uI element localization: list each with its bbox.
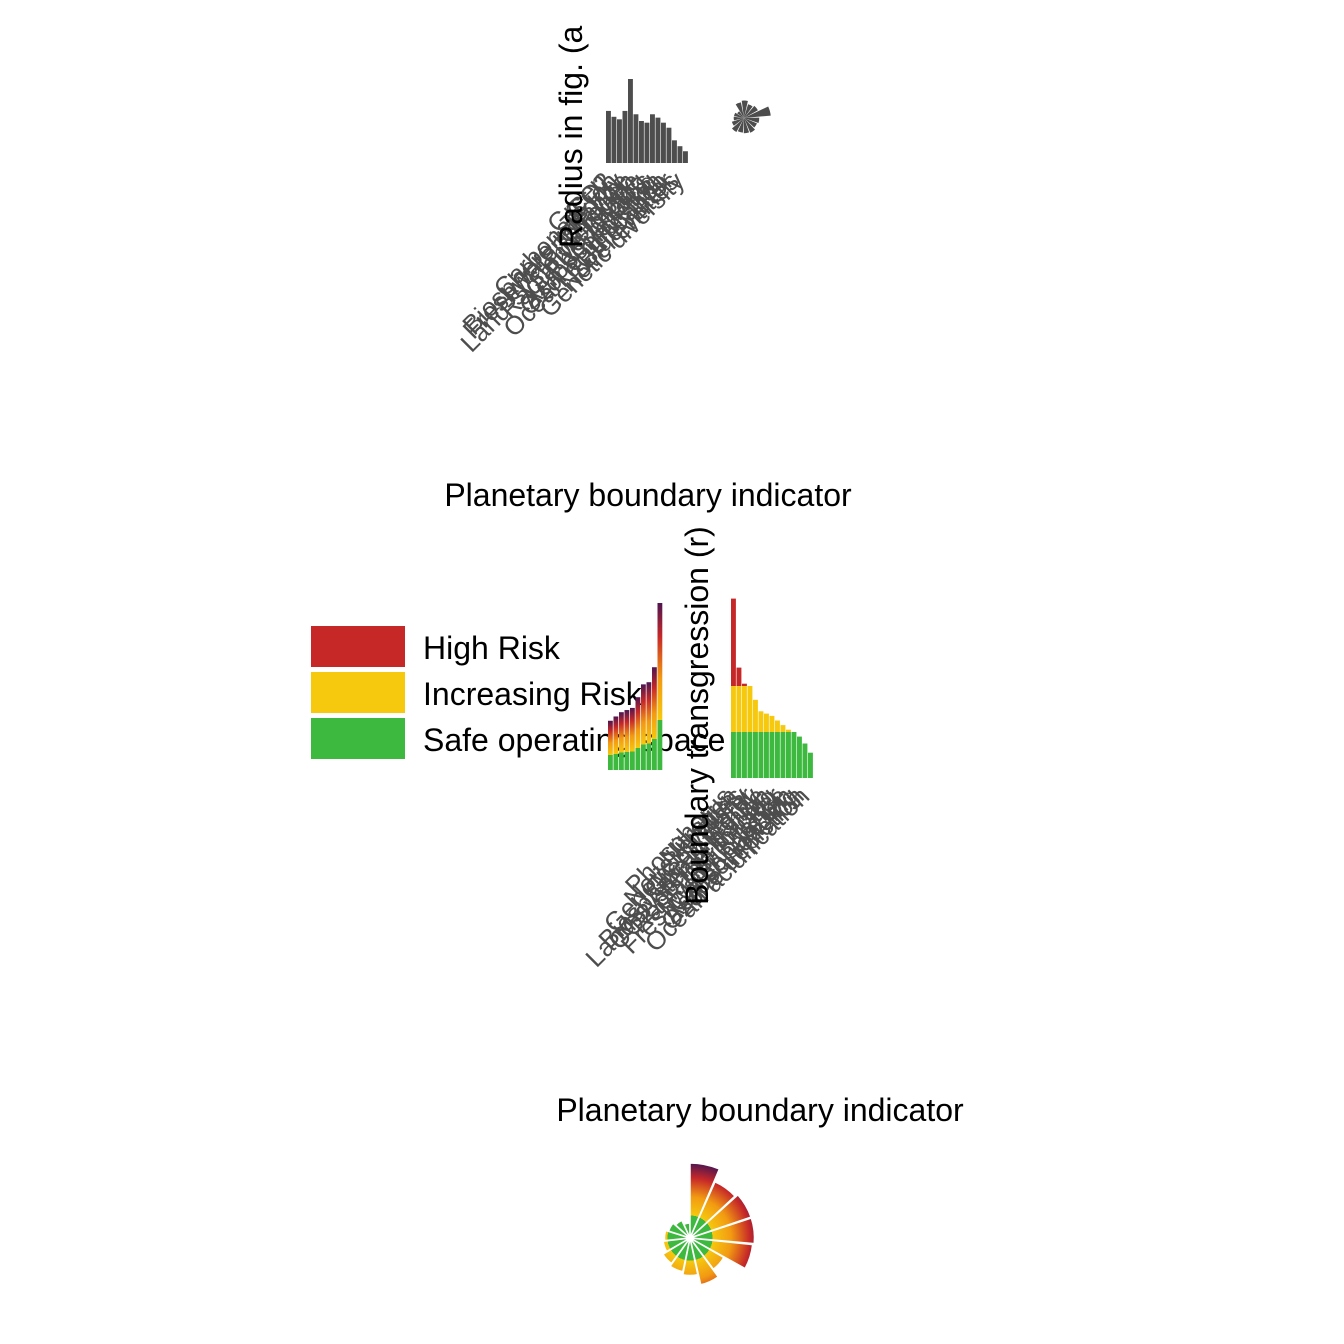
p2-gradient-bar (635, 697, 641, 770)
p2-gradient-bar (646, 682, 652, 770)
p2-gradient-bar (630, 707, 635, 770)
p2-gradient-bar (657, 603, 663, 770)
p2-bar-increasing-phosphorus (731, 686, 736, 732)
mini-polar-wedge (744, 104, 753, 118)
p1-bar-novel-entities (677, 146, 683, 163)
p1-bar-aerosol (655, 117, 661, 163)
p2-bar-high-nitrogen (736, 667, 742, 686)
mini-polar-wedge (744, 118, 756, 133)
legend-swatch-safe (311, 718, 405, 759)
mini-polar-wedge (735, 102, 744, 118)
p2-bar-increasing-genetic (747, 686, 753, 732)
p2-gradient-bar (652, 667, 657, 770)
p2-bar-safe-land-system (764, 732, 769, 778)
p1-bar-genetic (683, 151, 688, 163)
p2-bar-increasing-green (753, 699, 758, 732)
polar-wedge-ozone (674, 1219, 691, 1239)
p1-bar-radiative (644, 122, 650, 163)
polar-wedge-freshwater (662, 1237, 691, 1253)
polar-wedge-co2 (681, 1237, 699, 1277)
polar-wedge-carbonate (663, 1229, 691, 1242)
mini-polar-wedge (741, 100, 748, 118)
polar-wedge-radiative (669, 1237, 691, 1273)
p2-bar-safe-biosphere (758, 732, 764, 778)
p2-bar-safe-co2 (769, 732, 775, 778)
legend-label-increasing-risk: Increasing Risk (423, 676, 643, 712)
p2-bar-increasing-land-system (764, 713, 769, 732)
p2-bar-safe-freshwater (786, 732, 791, 778)
p1-bar-freshwater (628, 79, 633, 163)
mini-polar-wedge (744, 117, 760, 123)
panel1-x-axis-label: Planetary boundary indicator (444, 477, 852, 513)
risk-legend: High Risk Increasing Risk Safe operating… (311, 626, 725, 759)
mini-polar-wedge (743, 118, 750, 134)
p2-gradient-bar (613, 716, 619, 770)
mini-polar-wedge (744, 118, 757, 128)
p1-bar-green (606, 110, 611, 163)
p2-gradient-bar (641, 684, 646, 770)
p2-bar-safe-nitrogen (736, 732, 742, 778)
mini-polar-wedge (737, 111, 744, 118)
p2-bar-increasing-novel-entities (742, 686, 747, 732)
polar-wedge-green (689, 1237, 754, 1270)
panel1-y-axis-label: Radius in fig. (a (553, 25, 589, 248)
p2-bar-safe-novel-entities (742, 732, 747, 778)
p2-bar-safe-blue (780, 732, 786, 778)
p2-bar-safe-aerosol (797, 736, 802, 778)
p1-bar-ozone (661, 122, 666, 163)
p2-bar-safe-carbonate (791, 732, 797, 778)
p1-bar-ocean (666, 127, 672, 163)
mini-polar-wedge (731, 118, 744, 126)
p2-gradient-bar (608, 720, 613, 770)
legend-swatch-increasing-risk (311, 672, 405, 713)
mini-polar-wedge (744, 106, 771, 118)
polar-wedge-nitrogen (689, 1193, 752, 1239)
mini-polar-wedge (731, 118, 744, 133)
p1-bar-biosphere (622, 110, 628, 163)
p2-bar-safe-radiative (775, 732, 780, 778)
legend-swatch-high-risk (311, 626, 405, 667)
polar-wedge-blue (661, 1237, 691, 1265)
mini-polar-wedge (734, 112, 744, 118)
p2-bar-increasing-radiative (775, 720, 780, 732)
panel2-x-axis-label: Planetary boundary indicator (556, 1092, 964, 1128)
p2-bar-high-novel-entities (742, 683, 747, 686)
p2-bar-safe-green (753, 732, 758, 778)
legend-label-high-risk: High Risk (423, 630, 561, 666)
mini-polar-wedge (733, 116, 744, 121)
p2-bar-safe-ozone (802, 743, 808, 778)
p2-bar-increasing-nitrogen (736, 686, 742, 732)
mini-polar-wedge (744, 105, 758, 118)
p1-bar-blue (672, 140, 677, 163)
p2-gradient-bar (624, 710, 630, 770)
polar-bar-chart (661, 1162, 756, 1286)
mini-polar-wedge (737, 118, 744, 133)
p1-bar-nitrogen (633, 114, 639, 163)
polar-wedge-genetic (689, 1180, 737, 1239)
p2-bar-safe-phosphorus (731, 732, 736, 778)
mini-polar-chart (731, 100, 771, 134)
p2-bar-safe-genetic (747, 732, 753, 778)
legend-label-safe: Safe operating space (423, 722, 725, 758)
polar-wedge-land-system (689, 1237, 720, 1286)
polar-wedge-novel-entities (689, 1162, 721, 1239)
polar-wedge-aerosol (667, 1222, 691, 1239)
p2-bar-increasing-biosphere (758, 711, 764, 732)
polar-wedge-ocean (682, 1222, 691, 1239)
p2-bar-increasing-freshwater (786, 729, 791, 732)
p1-bar-co2 (611, 116, 617, 163)
p1-bar-carbonate (617, 119, 622, 163)
p1-bar-land-system (639, 121, 644, 163)
p1-bar-phosphorus (650, 114, 655, 163)
p2-bar-increasing-blue (780, 725, 786, 732)
p2-bar-high-phosphorus (731, 598, 736, 686)
p2-bar-safe-ocean (808, 752, 813, 778)
polar-wedge-phosphorus (689, 1217, 756, 1245)
panel2-y-axis-label: Boundary transgression (r) (679, 526, 715, 905)
p2-bar-increasing-co2 (769, 715, 775, 732)
p2-gradient-bar (619, 712, 624, 770)
